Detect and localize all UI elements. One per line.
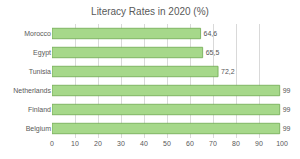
svg-text:99: 99 xyxy=(283,106,291,113)
svg-text:Literacy Rates in 2020 (%): Literacy Rates in 2020 (%) xyxy=(91,6,209,17)
svg-text:Netherlands: Netherlands xyxy=(13,87,51,94)
svg-text:Tunisia: Tunisia xyxy=(29,68,51,75)
svg-text:99: 99 xyxy=(283,87,291,94)
svg-text:40: 40 xyxy=(140,140,148,147)
svg-text:90: 90 xyxy=(255,140,263,147)
svg-text:60: 60 xyxy=(186,140,194,147)
svg-text:64,6: 64,6 xyxy=(204,30,218,37)
svg-text:50: 50 xyxy=(163,140,171,147)
svg-text:10: 10 xyxy=(71,140,79,147)
svg-text:65,5: 65,5 xyxy=(206,49,220,56)
svg-text:Egypt: Egypt xyxy=(33,49,51,57)
svg-text:30: 30 xyxy=(117,140,125,147)
svg-text:20: 20 xyxy=(94,140,102,147)
svg-text:72,2: 72,2 xyxy=(221,68,235,75)
svg-text:99: 99 xyxy=(283,125,291,132)
svg-text:Finland: Finland xyxy=(28,106,51,113)
svg-text:80: 80 xyxy=(232,140,240,147)
svg-text:Morocco: Morocco xyxy=(24,30,51,37)
svg-text:Belgium: Belgium xyxy=(26,125,51,133)
svg-text:0: 0 xyxy=(50,140,54,147)
svg-text:70: 70 xyxy=(209,140,217,147)
svg-text:100: 100 xyxy=(276,140,288,147)
